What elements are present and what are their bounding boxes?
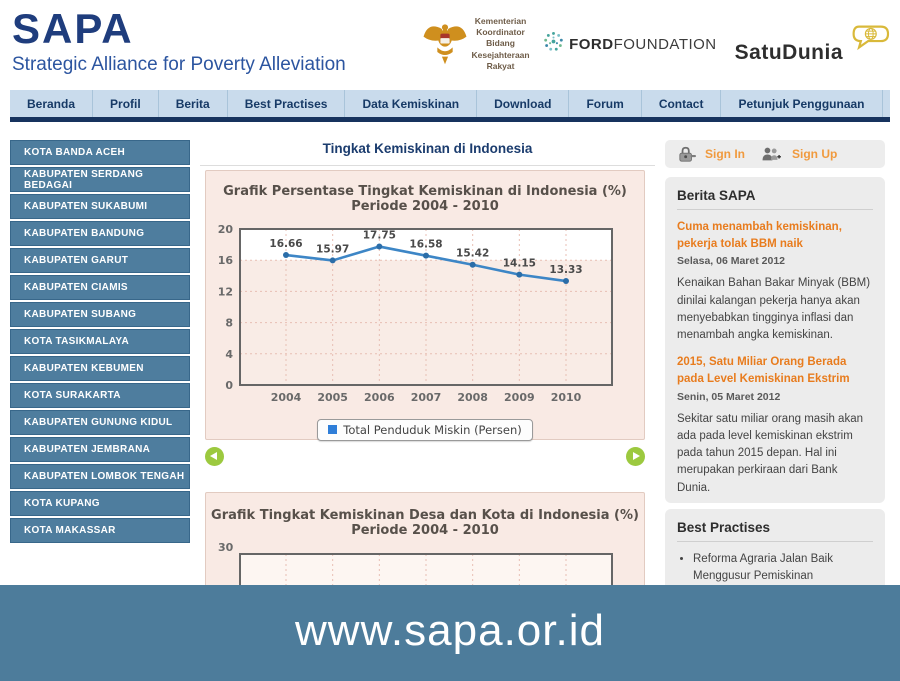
sidebar-item-kota-makassar[interactable]: KOTA MAKASSAR <box>10 518 190 543</box>
svg-text:13.33: 13.33 <box>549 264 582 276</box>
news-title-link[interactable]: Cuma menambah kemiskinan, pekerja tolak … <box>677 221 842 250</box>
chart-prev-button[interactable] <box>205 447 224 466</box>
sidebar-item-kabupaten-serdang-bedagai[interactable]: KABUPATEN SERDANG BEDAGAI <box>10 167 190 192</box>
news-date: Selasa, 06 Maret 2012 <box>677 255 785 268</box>
svg-text:2008: 2008 <box>457 391 488 404</box>
chart2-title: Grafik Tingkat Kemiskinan Desa dan Kota … <box>211 508 639 523</box>
svg-text:17.75: 17.75 <box>363 230 396 242</box>
best-practises-list: Reforma Agraria Jalan Baik Menggusur Pem… <box>693 551 873 586</box>
nav-item-best-practises[interactable]: Best Practises <box>228 90 346 117</box>
sidebar-item-kota-surakarta[interactable]: KOTA SURAKARTA <box>10 383 190 408</box>
sign-up-link[interactable]: Sign Up <box>792 147 838 161</box>
footer-band: www.sapa.or.id <box>0 585 900 681</box>
sidebar-item-kota-kupang[interactable]: KOTA KUPANG <box>10 491 190 516</box>
sidebar-item-kabupaten-gunung-kidul[interactable]: KABUPATEN GUNUNG KIDUL <box>10 410 190 435</box>
svg-text:20: 20 <box>218 223 234 236</box>
sidebar-item-kota-banda-aceh[interactable]: KOTA BANDA ACEH <box>10 140 190 165</box>
svg-text:0: 0 <box>225 379 233 392</box>
ministry-label: Kementerian Koordinator Bidang Kesejahte… <box>470 16 531 71</box>
nav-item-berita[interactable]: Berita <box>159 90 228 117</box>
sign-in-link[interactable]: Sign In <box>705 147 745 161</box>
svg-text:12: 12 <box>218 285 233 298</box>
svg-text:2005: 2005 <box>317 391 348 404</box>
sidebar-item-kabupaten-sukabumi[interactable]: KABUPATEN SUKABUMI <box>10 194 190 219</box>
ford-foundation-logo: FORDFOUNDATION <box>543 31 717 57</box>
best-practise-link[interactable]: Reforma Agraria Jalan Baik Menggusur Pem… <box>693 551 873 586</box>
sidebar-item-kabupaten-lombok-tengah[interactable]: KABUPATEN LOMBOK TENGAH <box>10 464 190 489</box>
ministry-line1: Kementerian Koordinator <box>474 16 527 38</box>
svg-text:4: 4 <box>225 348 233 361</box>
chart1-subtitle: Periode 2004 - 2010 <box>351 199 499 214</box>
ford-foundation-label-rest: FOUNDATION <box>613 35 717 53</box>
satudunia-label: SatuDunia <box>734 40 843 64</box>
sidebar-item-kabupaten-garut[interactable]: KABUPATEN GARUT <box>10 248 190 273</box>
news-item: 2015, Satu Miliar Orang Berada pada Leve… <box>677 354 873 497</box>
svg-text:2010: 2010 <box>551 391 582 404</box>
news-body: Kenaikan Bahan Bakar Minyak (BBM) dinila… <box>677 277 871 342</box>
svg-text:15.42: 15.42 <box>456 248 489 260</box>
ford-foundation-label-bold: FORD <box>569 35 614 53</box>
nav-item-data-kemiskinan[interactable]: Data Kemiskinan <box>345 90 478 117</box>
berita-sapa-panel: Berita SAPA Cuma menambah kemiskinan, pe… <box>665 177 885 503</box>
chart1-legend-label: Total Penduduk Miskin (Persen) <box>343 423 522 437</box>
nav-item-contact[interactable]: Contact <box>642 90 722 117</box>
svg-text:15.97: 15.97 <box>316 243 349 255</box>
nav-item-profil[interactable]: Profil <box>93 90 159 117</box>
sidebar-item-kabupaten-bandung[interactable]: KABUPATEN BANDUNG <box>10 221 190 246</box>
svg-text:16: 16 <box>218 254 234 267</box>
chart2-ytick: 30 <box>218 541 234 554</box>
svg-text:2004: 2004 <box>271 391 302 404</box>
nav-item-forum[interactable]: Forum <box>569 90 642 117</box>
sidebar-item-kabupaten-jembrana[interactable]: KABUPATEN JEMBRANA <box>10 437 190 462</box>
chart2-subtitle: Periode 2004 - 2010 <box>351 523 499 538</box>
svg-text:8: 8 <box>225 317 233 330</box>
svg-text:2009: 2009 <box>504 391 535 404</box>
user-add-icon <box>761 146 782 163</box>
poverty-trend-chart-panel: Grafik Persentase Tingkat Kemiskinan di … <box>205 170 645 441</box>
news-title-link[interactable]: 2015, Satu Miliar Orang Berada pada Leve… <box>677 356 850 386</box>
svg-text:16.58: 16.58 <box>409 239 442 251</box>
partner-logos: Kementerian Koordinator Bidang Kesejahte… <box>422 4 892 84</box>
legend-swatch-icon <box>328 425 338 434</box>
news-body: Sekitar satu miliar orang masih akan ada… <box>677 412 863 494</box>
svg-text:2006: 2006 <box>364 391 395 404</box>
sidebar-item-kabupaten-kebumen[interactable]: KABUPATEN KEBUMEN <box>10 356 190 381</box>
nav-item-beranda[interactable]: Beranda <box>10 90 94 117</box>
satudunia-globe-bubble-icon <box>846 23 892 66</box>
chevron-left-icon <box>210 452 217 460</box>
ford-foundation-label: FORDFOUNDATION <box>569 36 717 53</box>
sidebar-item-kabupaten-ciamis[interactable]: KABUPATEN CIAMIS <box>10 275 190 300</box>
ford-foundation-icon <box>543 31 564 57</box>
sidebar-item-kabupaten-subang[interactable]: KABUPATEN SUBANG <box>10 302 190 327</box>
main-navigation: Beranda Profil Berita Best Practises Dat… <box>10 90 890 122</box>
garuda-emblem-icon <box>422 16 468 73</box>
svg-text:2007: 2007 <box>411 391 442 404</box>
lock-icon <box>677 146 697 163</box>
svg-text:16.66: 16.66 <box>269 238 302 250</box>
news-item: Cuma menambah kemiskinan, pekerja tolak … <box>677 219 873 344</box>
chart-next-button[interactable] <box>626 447 645 466</box>
site-logo-subtitle: Strategic Alliance for Poverty Alleviati… <box>12 54 346 76</box>
footer-url: www.sapa.or.id <box>295 606 605 655</box>
news-date: Senin, 05 Maret 2012 <box>677 390 781 403</box>
satudunia-logo: SatuDunia <box>735 23 892 66</box>
svg-text:14.15: 14.15 <box>503 258 536 270</box>
berita-sapa-heading: Berita SAPA <box>677 188 873 210</box>
page-title: Tingkat Kemiskinan di Indonesia <box>200 141 655 166</box>
ministry-line2: Bidang Kesejahteraan Rakyat <box>471 38 530 71</box>
nav-item-download[interactable]: Download <box>477 90 570 117</box>
nav-item-petunjuk-penggunaan[interactable]: Petunjuk Penggunaan <box>721 90 883 117</box>
auth-bar: Sign In Sign Up <box>665 140 885 168</box>
chevron-right-icon <box>633 452 640 460</box>
best-practises-heading: Best Practises <box>677 520 873 542</box>
chart1-legend: Total Penduduk Miskin (Persen) <box>317 419 533 441</box>
chart1-title: Grafik Persentase Tingkat Kemiskinan di … <box>223 184 627 199</box>
region-sidebar: KOTA BANDA ACEH KABUPATEN SERDANG BEDAGA… <box>10 140 190 545</box>
sidebar-item-kota-tasikmalaya[interactable]: KOTA TASIKMALAYA <box>10 329 190 354</box>
chart1-legend-row: Total Penduduk Miskin (Persen) <box>206 419 644 441</box>
poverty-trend-chart: 0 4 8 12 16 20 2004 2005 2006 2007 2008 2009 2010 16.… <box>218 223 613 404</box>
site-logo-title: SAPA <box>12 5 134 52</box>
site-logo: SAPA Strategic Alliance for Poverty Alle… <box>12 5 346 76</box>
